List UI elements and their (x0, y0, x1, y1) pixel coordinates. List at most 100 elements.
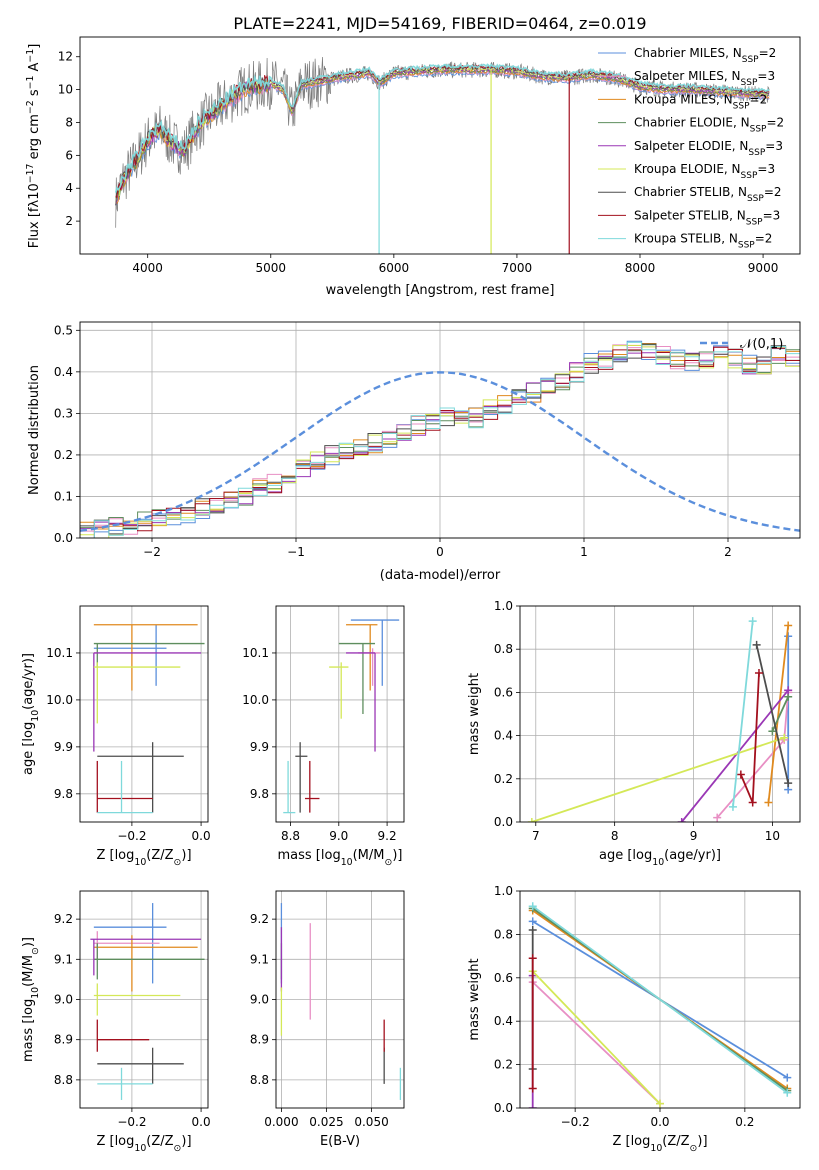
x-tick-label: 9.2 (378, 829, 397, 843)
x-tick-label: −0.2 (117, 829, 146, 843)
y-tick-label: 10 (58, 83, 73, 97)
gaussian-curve (80, 371, 800, 532)
weight-marker (528, 1084, 537, 1093)
x-axis-label: E(B-V) (320, 1134, 360, 1149)
weight-line (532, 905, 788, 1094)
x-tick-label: −0.2 (561, 1115, 590, 1129)
x-axis-label: (data-model)/error (380, 568, 501, 583)
y-tick-label: 9.8 (54, 787, 73, 801)
y-tick-label: 9.2 (250, 912, 269, 926)
weight-marker (784, 686, 793, 695)
plot-area (80, 340, 800, 538)
x-tick-label: 8 (611, 829, 619, 843)
panel-age-vs-mass: 8.8 9.0 9.2 9.8 9.9 10.0 10.1 mass [log10(M/M⊙)… (242, 605, 405, 868)
weight-line (531, 736, 785, 822)
weight-marker (784, 621, 793, 630)
histogram-step (80, 344, 800, 538)
model-spectrum (114, 63, 770, 193)
y-tick-label: 1.0 (494, 884, 513, 898)
y-tick-label: 0.8 (494, 927, 513, 941)
legend-entry: Salpeter MILES, NSSP=3 (634, 69, 775, 88)
x-axis-label: Z [log10(Z/Z⊙)] (612, 1134, 707, 1154)
y-tick-label: 2 (65, 214, 73, 228)
weight-marker (780, 733, 789, 742)
axes-frame (275, 890, 405, 1109)
legend-entry: 𝒩(0,1) (740, 337, 783, 352)
x-tick-label: 0.050 (354, 1115, 388, 1129)
y-axis-label: Normed distribution (27, 365, 42, 495)
x-axis-label: age [log10(age/yr)] (599, 848, 721, 868)
weight-marker (783, 1088, 792, 1097)
model-spectrum (115, 64, 770, 199)
y-tick-label: 0.2 (54, 448, 73, 462)
histogram-step (80, 341, 800, 538)
weight-marker (748, 617, 757, 626)
y-tick-label: 0.8 (494, 642, 513, 656)
plot-area (528, 902, 792, 1108)
x-tick-label: 0.2 (735, 1115, 754, 1129)
weight-marker (677, 818, 686, 822)
y-tick-label: 0.2 (494, 772, 513, 786)
y-tick-label: 0.1 (54, 489, 73, 503)
y-tick-label: 9.0 (54, 993, 73, 1007)
y-tick-label: 0.0 (54, 531, 73, 545)
x-axis-label: wavelength [Angstrom, rest frame] (326, 283, 555, 298)
x-tick-label: 0.000 (264, 1115, 298, 1129)
y-tick-label: 9.1 (54, 952, 73, 966)
weight-line (532, 981, 661, 1105)
plot-area (114, 56, 770, 254)
x-tick-label: 0.0 (192, 1115, 211, 1129)
observed-spectrum (115, 56, 770, 228)
figure-title: PLATE=2241, MJD=54169, FIBERID=0464, z=0… (233, 14, 646, 33)
histogram-step (80, 344, 800, 529)
y-tick-label: 0.5 (54, 323, 73, 337)
x-tick-label: 0.0 (192, 829, 211, 843)
panel-mass-vs-EBV: 0.000 0.025 0.050 8.8 8.9 9.0 9.1 9.2 (250, 890, 405, 1129)
y-tick-label: 1.0 (494, 599, 513, 613)
panel-weight-vs-Z: −0.2 0.0 0.2 0.0 0.2 0.4 0.6 0.8 1.0 Z [log10(Z/Z… (467, 884, 801, 1154)
legend-entry: Kroupa ELODIE, NSSP=3 (634, 162, 775, 181)
plot-area (93, 624, 205, 814)
plot-area (527, 617, 793, 822)
y-tick-label: 8.8 (250, 1073, 269, 1087)
x-tick-label: 5000 (255, 261, 286, 275)
panel-mass-vs-Z: −0.2 0.0 8.8 8.9 9.0 9.1 9.2 Z [log10(Z/Z⊙)] mas… (21, 890, 211, 1154)
histogram-step (80, 344, 800, 535)
x-axis-label: mass [log10(M/M⊙)] (278, 848, 403, 868)
y-tick-label: 8.9 (54, 1033, 73, 1047)
x-tick-label: 1 (580, 545, 588, 559)
y-axis-label: mass weight (467, 673, 482, 755)
panel-age-vs-Z: −0.2 0.0 9.8 9.9 10.0 10.1 Z [log10(Z/Z⊙)] age … (21, 605, 211, 868)
weight-marker (764, 798, 773, 807)
x-tick-label: 9.0 (329, 829, 348, 843)
y-tick-label: 12 (58, 50, 73, 64)
weight-marker (754, 668, 763, 677)
y-axis-label: mass [log10(M/M⊙)] (21, 937, 41, 1062)
x-tick-label: 4000 (132, 261, 163, 275)
weight-line (767, 625, 790, 803)
y-tick-label: 0.4 (494, 729, 513, 743)
y-tick-label: 10.1 (242, 646, 269, 660)
weight-marker (527, 818, 536, 822)
y-tick-label: 0.4 (494, 1014, 513, 1028)
x-tick-label: 2 (724, 545, 732, 559)
x-tick-label: 0.025 (309, 1115, 343, 1129)
weight-marker (748, 798, 757, 807)
panel-residuals: −2 −1 0 1 2 0.0 0.1 0.2 0.3 0.4 0.5 𝒩(0,1) (data-mod… (27, 321, 801, 583)
axes-frame (519, 890, 801, 1109)
y-tick-label: 0.0 (494, 1101, 513, 1115)
y-axis-label: Flux [fλ10−17 erg cm−2 s−1 A−1] (25, 44, 43, 249)
y-axis-label: age [log10(age/yr)] (21, 653, 41, 775)
weight-marker (736, 770, 745, 779)
axes-frame (275, 605, 405, 823)
axes-frame (79, 605, 209, 823)
y-tick-label: 6 (65, 148, 73, 162)
y-tick-label: 0.0 (494, 815, 513, 829)
weight-line (755, 644, 790, 784)
plot-area (90, 903, 205, 1100)
y-tick-label: 9.0 (250, 993, 269, 1007)
x-tick-label: 6000 (379, 261, 410, 275)
y-tick-label: 8.9 (250, 1033, 269, 1047)
weight-marker (656, 1099, 664, 1108)
